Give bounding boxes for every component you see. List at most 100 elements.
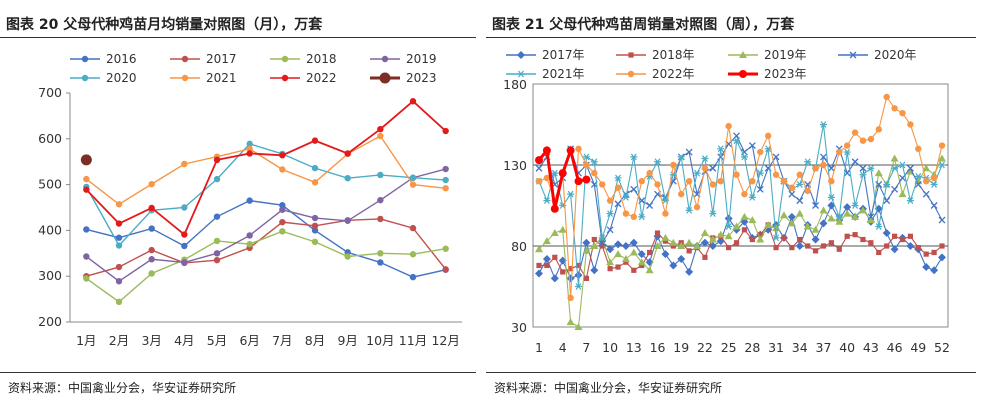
data-point: [812, 202, 820, 209]
data-point: [938, 154, 946, 162]
data-point: [851, 158, 859, 166]
data-point: [646, 202, 654, 209]
data-point: [83, 253, 90, 260]
x-tick-label: 49: [910, 340, 926, 355]
monthly-sales-chart: 200 300 400 500 600 700 1月 2月 3月 4月 5月 6月 7月 8月 9月 10月 1…: [38, 52, 462, 348]
data-point: [246, 150, 253, 157]
data-point: [891, 105, 898, 112]
data-point: [701, 165, 709, 172]
data-point: [789, 245, 795, 251]
data-point: [377, 125, 384, 133]
data-point: [907, 121, 914, 128]
data-point: [741, 190, 748, 198]
data-point: [748, 142, 756, 150]
data-point: [442, 185, 449, 192]
data-point: [567, 190, 575, 198]
monthly-chart-source: 资料来源：中国禽业分会，华安证券研究所: [8, 381, 237, 395]
data-point: [819, 206, 828, 214]
data-point: [213, 256, 221, 264]
data-point: [820, 153, 827, 161]
data-point: [749, 178, 756, 185]
data-point: [811, 225, 820, 233]
data-point: [883, 93, 890, 101]
data-point: [843, 203, 852, 212]
data-point: [575, 283, 583, 290]
x-tick-label: 9月: [337, 333, 357, 348]
data-point: [757, 232, 763, 238]
data-point: [344, 217, 351, 224]
data-point: [709, 164, 717, 172]
data-point: [535, 269, 543, 278]
data-point: [615, 264, 621, 270]
data-point: [115, 234, 123, 241]
data-point: [115, 201, 123, 208]
data-point: [629, 238, 638, 247]
data-point: [623, 259, 629, 265]
data-point: [654, 230, 661, 236]
data-point: [795, 242, 804, 250]
data-point: [566, 274, 575, 283]
data-point: [693, 169, 701, 177]
monthly-chart-panel: 图表 20 父母代种鸡苗月均销量对照图（月），万套 200 300 400 500 60…: [0, 0, 482, 406]
data-point: [843, 148, 851, 156]
data-point: [795, 209, 804, 217]
data-point: [740, 153, 748, 161]
data-point: [803, 222, 812, 230]
data-point: [583, 275, 590, 281]
data-point: [844, 233, 850, 239]
data-point: [181, 231, 188, 238]
data-point: [882, 229, 891, 238]
legend-label: 2017: [206, 52, 237, 66]
x-tick-label: 11月: [399, 333, 427, 348]
data-point: [344, 253, 351, 260]
data-point: [630, 213, 638, 221]
data-point: [599, 243, 605, 249]
data-point: [550, 204, 559, 213]
legend-marker: [627, 70, 635, 78]
data-point: [631, 267, 637, 273]
data-point: [828, 178, 835, 185]
data-point: [884, 243, 890, 249]
y-tick-label: 30: [511, 320, 527, 335]
data-point: [550, 274, 559, 283]
data-point: [678, 190, 685, 198]
data-point: [654, 158, 662, 166]
data-point: [590, 158, 598, 166]
data-point: [311, 214, 319, 222]
data-point: [915, 245, 921, 251]
data-point: [83, 275, 90, 282]
legend-label: 2019: [406, 52, 437, 66]
data-point: [647, 249, 653, 256]
data-point: [717, 153, 725, 161]
data-point: [181, 242, 188, 250]
data-point: [213, 156, 221, 164]
data-point: [115, 278, 123, 285]
data-point: [930, 181, 938, 188]
data-point: [543, 174, 551, 182]
data-point: [805, 243, 811, 249]
data-point: [614, 250, 623, 258]
data-point: [148, 180, 155, 188]
data-point: [544, 262, 550, 269]
data-point: [867, 135, 875, 143]
legend-marker: [739, 51, 747, 58]
data-point: [115, 242, 123, 249]
data-point: [906, 164, 914, 172]
data-point: [835, 217, 844, 225]
data-point: [804, 187, 811, 195]
data-point: [836, 246, 842, 252]
x-tick-label: 13: [626, 340, 642, 355]
data-point: [820, 161, 827, 169]
data-point: [804, 158, 812, 166]
data-point: [181, 259, 188, 266]
data-point: [567, 294, 574, 302]
data-point: [716, 230, 725, 238]
data-point: [938, 216, 946, 224]
data-point: [772, 153, 780, 161]
y-tick-label: 700: [38, 85, 62, 100]
data-point: [654, 181, 661, 188]
x-tick-label: 10月: [366, 333, 394, 348]
data-point: [835, 213, 843, 221]
data-point: [599, 181, 606, 188]
data-point: [582, 238, 591, 247]
